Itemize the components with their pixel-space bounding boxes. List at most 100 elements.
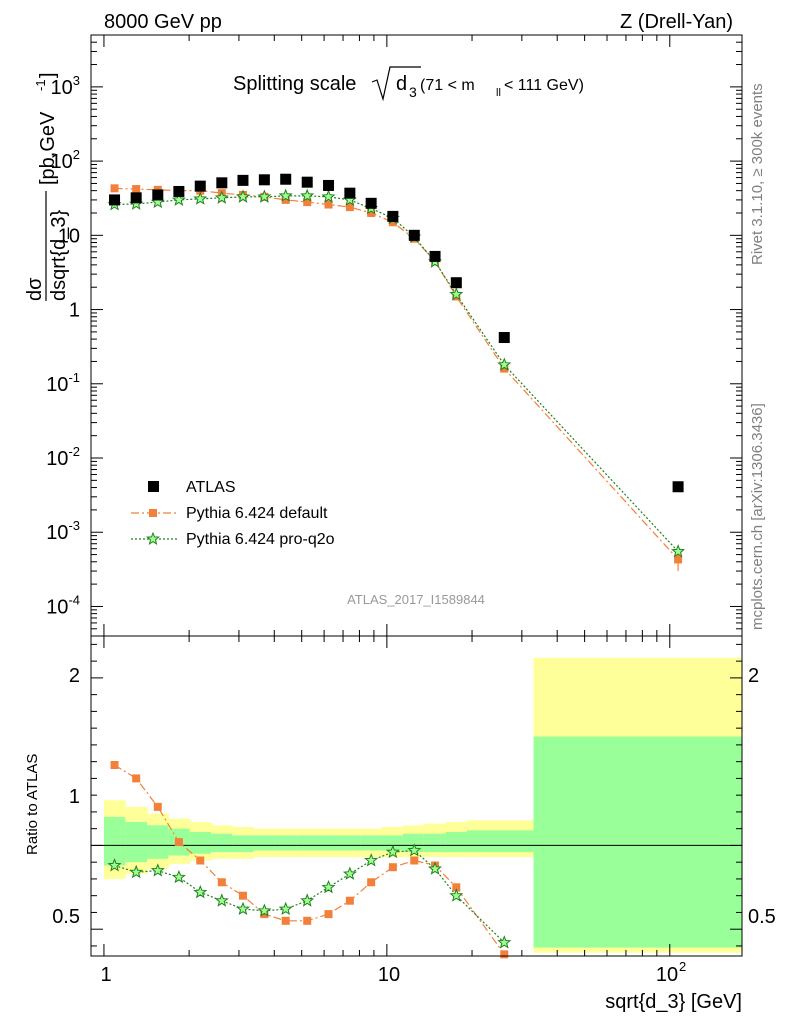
marker-pythia-default xyxy=(110,184,119,193)
ratio-marker-proq2o xyxy=(385,844,400,859)
ratio-marker-default xyxy=(153,802,162,811)
sqrt-radical xyxy=(371,66,421,102)
ratio-axis-ticks xyxy=(91,636,742,956)
ratio-marker-proq2o xyxy=(150,863,165,877)
ratio-marker-proq2o xyxy=(342,866,357,880)
ratio-marker-proq2o xyxy=(107,858,122,872)
ratio-marker-proq2o xyxy=(236,901,251,916)
ratio-marker-default xyxy=(238,891,247,900)
legend-label-atlas: ATLAS xyxy=(186,479,236,496)
ratio-line-proq2o xyxy=(114,849,505,944)
ratio-band-inner xyxy=(360,835,383,851)
line-pythia-proq2o xyxy=(114,195,679,552)
rivet-label: Rivet 3.1.10, ≥ 300k events xyxy=(749,83,766,265)
xtick-label-10: 10 xyxy=(378,964,400,986)
ratio-band-inner xyxy=(338,835,361,851)
marker-atlas xyxy=(344,187,356,199)
legend-label-proq2o: Pythia 6.424 pro-q2o xyxy=(186,531,335,548)
ratio-band-inner xyxy=(381,835,404,851)
ratio-marker-proq2o xyxy=(193,884,208,899)
ratio-band-inner xyxy=(423,833,446,853)
marker-atlas xyxy=(301,176,313,188)
ylabel-unit-close: ] xyxy=(37,72,59,78)
ratio-marker-proq2o xyxy=(257,903,272,917)
ratio-band-inner xyxy=(211,833,233,853)
ylabel-unit: [pb,GeV xyxy=(37,111,59,185)
ratio-ytick-label-0.5-right: 0.5 xyxy=(748,906,776,928)
ratio-marker-default xyxy=(345,896,354,905)
ratio-band-inner xyxy=(253,835,276,851)
ratio-band-inner xyxy=(533,736,743,948)
ratio-series-markers xyxy=(107,761,512,959)
ylabel-numerator: dσ xyxy=(24,277,46,301)
xtick-label-100-exp: 2 xyxy=(679,959,686,974)
main-ytick-label: 102 xyxy=(51,147,80,173)
ratio-band-inner xyxy=(103,816,126,866)
plot-title: Splitting scale d 3 (71 < m ll < 111 GeV… xyxy=(233,66,584,102)
marker-pythia-default xyxy=(388,218,397,227)
ratio-band-inner xyxy=(147,825,169,859)
x-axis-label: sqrt{d_3} [GeV] xyxy=(605,991,742,1013)
main-series-markers xyxy=(107,173,686,564)
header-right-title: Z (Drell-Yan) xyxy=(620,11,733,33)
main-axis-ticks xyxy=(91,34,742,637)
ratio-marker-default xyxy=(367,878,376,887)
marker-pythia-proq2o xyxy=(236,189,251,203)
ratio-band-inner xyxy=(296,835,319,851)
ratio-frame xyxy=(90,635,743,957)
ratio-marker-proq2o xyxy=(364,853,379,867)
header-left-title: 8000 GeV pp xyxy=(104,11,222,33)
ratio-marker-proq2o xyxy=(300,893,315,907)
marker-pythia-default xyxy=(281,195,290,204)
marker-atlas xyxy=(194,180,206,192)
legend-label-default: Pythia 6.424 default xyxy=(186,505,328,522)
marker-atlas xyxy=(365,197,377,209)
ratio-marker-default xyxy=(303,916,312,925)
marker-pythia-default xyxy=(303,198,312,207)
ratio-marker-default xyxy=(132,774,141,783)
ratio-marker-default xyxy=(217,878,226,887)
marker-atlas xyxy=(672,481,684,493)
legend-marker-proq2o xyxy=(146,531,160,546)
marker-atlas xyxy=(109,194,121,206)
ratio-band-inner xyxy=(467,830,535,853)
marker-atlas xyxy=(216,177,228,189)
plot-title-range-pre: (71 < m xyxy=(420,77,475,94)
marker-pythia-proq2o xyxy=(300,188,315,202)
xtick-label-1: 1 xyxy=(100,964,111,986)
marker-atlas xyxy=(408,229,420,241)
marker-pythia-default xyxy=(132,185,141,194)
plot-title-sqrt-d: d xyxy=(396,73,407,95)
ratio-marker-proq2o xyxy=(171,869,186,884)
ratio-marker-proq2o xyxy=(129,864,144,879)
ratio-marker-proq2o xyxy=(449,888,464,902)
ratio-ytick-label-2-right: 2 xyxy=(748,665,759,687)
marker-atlas xyxy=(130,192,142,204)
ratio-band-inner xyxy=(189,832,212,854)
ratio-marker-default xyxy=(260,910,269,919)
ratio-marker-proq2o xyxy=(497,935,512,949)
marker-pythia-proq2o xyxy=(193,191,208,205)
ratio-y-axis-label: Ratio to ATLAS xyxy=(24,754,41,855)
ratio-marker-default xyxy=(174,838,183,847)
marker-pythia-default xyxy=(324,200,333,209)
marker-pythia-proq2o xyxy=(321,189,336,203)
ratio-marker-default xyxy=(196,856,205,865)
marker-pythia-default xyxy=(367,208,376,217)
marker-pythia-proq2o xyxy=(449,287,464,301)
marker-pythia-proq2o xyxy=(671,544,686,558)
main-ytick-label: 1 xyxy=(69,300,80,322)
ratio-marker-default xyxy=(388,863,397,872)
marker-atlas xyxy=(450,277,462,289)
marker-pythia-proq2o xyxy=(214,190,229,204)
plot-title-range-post: < 111 GeV) xyxy=(504,77,584,94)
ratio-band-inner xyxy=(274,835,297,851)
analysis-watermark: ATLAS_2017_I1589844 xyxy=(347,592,485,607)
ylabel-denominator: dsqrt{d_3} xyxy=(48,209,70,301)
ratio-marker-proq2o xyxy=(427,861,442,875)
ratio-panel: 0.5 1 2 0.5 2 Ratio to ATLAS 1 10 10 2 s… xyxy=(24,635,776,1013)
line-pythia-default xyxy=(114,187,679,560)
main-plot-area xyxy=(91,34,742,637)
main-panel: 10-4 10-3 10-2 10-1 1 10 102 103 Splitting scal… xyxy=(24,34,743,637)
